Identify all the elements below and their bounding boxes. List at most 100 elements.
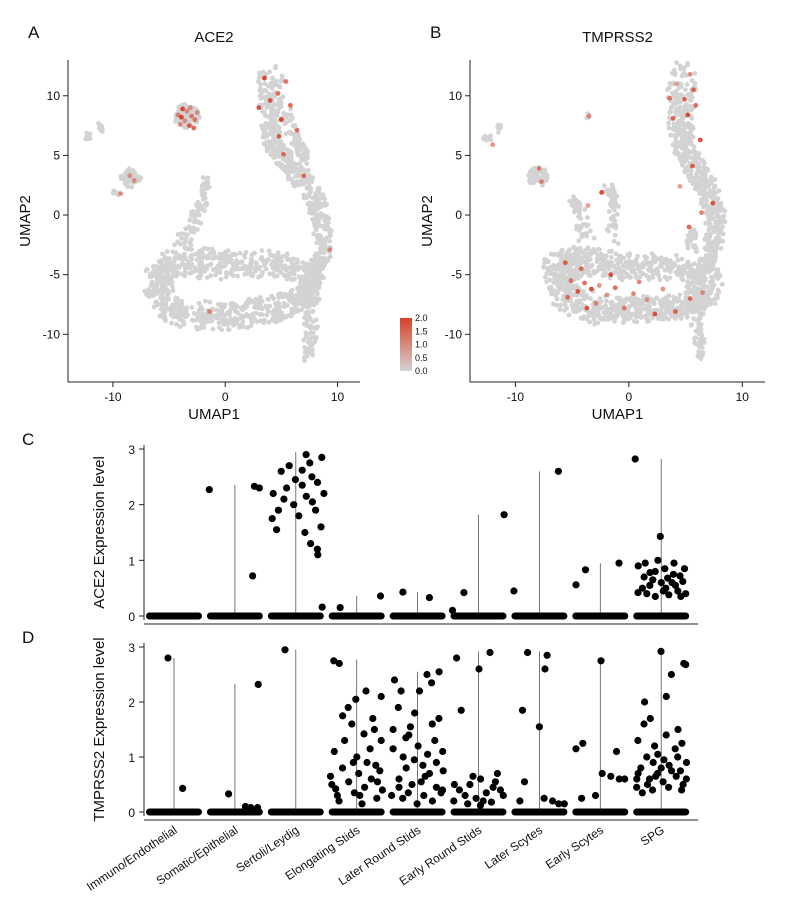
umap-cell <box>650 271 656 277</box>
category-column: Early Scytes <box>543 657 629 872</box>
umap-cell <box>579 234 585 240</box>
umap-cell <box>679 269 684 274</box>
umap-cell <box>586 272 592 278</box>
data-point <box>298 466 306 474</box>
data-point <box>651 742 659 750</box>
data-point <box>394 703 402 712</box>
umap-cell <box>258 81 263 87</box>
umap-cell <box>267 115 273 121</box>
umap-cell <box>685 233 691 239</box>
umap-cell <box>629 268 634 274</box>
data-point <box>661 565 669 573</box>
umap-cell <box>286 273 292 279</box>
umap-cell <box>315 232 320 238</box>
data-point <box>649 758 657 767</box>
expression-point <box>674 81 679 87</box>
zero-expression-band <box>206 612 263 620</box>
umap-cell <box>712 177 718 182</box>
umap-cell <box>722 219 728 225</box>
umap-cell <box>230 273 236 279</box>
y-tick-label: 0 <box>455 208 462 222</box>
umap-cell <box>329 228 334 234</box>
umap-cell <box>634 307 639 312</box>
umap-cell <box>689 78 695 84</box>
umap-cell <box>296 161 302 167</box>
umap-cell <box>611 238 617 244</box>
umap-cell <box>286 173 292 179</box>
umap-cell <box>252 305 257 310</box>
umap-cell <box>704 166 710 171</box>
umap-cell <box>554 252 560 257</box>
data-point <box>646 569 654 577</box>
data-point <box>493 769 501 778</box>
umap-cell <box>174 321 180 327</box>
umap-cell <box>668 109 673 115</box>
data-point <box>435 714 443 723</box>
umap-cell <box>182 269 188 275</box>
umap-cell <box>189 317 195 323</box>
umap-cell <box>701 204 706 210</box>
umap-cell <box>602 256 607 261</box>
umap-cell <box>672 95 678 100</box>
data-point <box>664 574 672 582</box>
umap-cell <box>541 260 547 266</box>
zero-expression-band <box>511 808 568 816</box>
umap-cell <box>249 312 255 318</box>
data-point <box>419 761 427 769</box>
category-column <box>328 592 385 620</box>
umap-cell <box>633 257 639 262</box>
umap-cell <box>229 252 234 258</box>
y-axis-title: UMAP2 <box>419 195 436 247</box>
umap-cell <box>632 301 638 307</box>
umap-cell <box>281 272 287 278</box>
data-point <box>679 780 687 789</box>
data-point <box>277 467 285 475</box>
category-label: SPG <box>638 823 667 849</box>
y-tick-label: 0 <box>53 208 60 222</box>
umap-cell <box>571 245 577 251</box>
umap-cell <box>318 258 324 263</box>
umap-cell <box>244 301 250 306</box>
umap-cell <box>649 251 655 257</box>
umap-cell <box>270 118 276 124</box>
umap-cell <box>544 175 550 181</box>
umap-cell <box>309 350 315 356</box>
data-point <box>320 489 328 498</box>
zero-expression-band <box>511 612 568 620</box>
umap-cell <box>235 260 241 266</box>
data-point <box>656 532 664 541</box>
umap-cell <box>261 141 267 147</box>
data-point <box>164 654 172 662</box>
umap-cell <box>184 305 190 311</box>
data-point <box>496 786 504 794</box>
umap-cell <box>281 304 287 309</box>
umap-cell <box>217 251 223 257</box>
x-tick-label: -10 <box>507 390 525 404</box>
expression-point <box>652 311 658 317</box>
umap-cell <box>308 292 314 298</box>
umap-cell <box>172 242 178 248</box>
umap-cell <box>666 309 672 315</box>
umap-cell <box>656 273 662 279</box>
umap-cell <box>683 132 689 138</box>
umap-cell <box>688 322 694 328</box>
umap-cell <box>259 273 264 278</box>
umap-cell <box>657 315 663 321</box>
umap-cell <box>313 296 319 301</box>
umap-cell <box>221 321 226 327</box>
data-point <box>482 789 490 797</box>
umap-cell <box>162 307 168 313</box>
category-column: Early Round Stids <box>397 648 507 888</box>
umap-cell <box>257 312 263 317</box>
umap-cell <box>585 215 590 221</box>
data-point <box>676 767 685 775</box>
data-point <box>652 772 660 780</box>
legend-tick-label: 0.0 <box>415 366 428 376</box>
umap-cell <box>617 304 623 310</box>
umap-cell <box>595 268 600 274</box>
data-point <box>318 603 326 611</box>
umap-cell <box>266 91 272 96</box>
data-point <box>640 720 648 728</box>
umap-cell <box>207 299 213 305</box>
umap-cell <box>573 258 579 263</box>
